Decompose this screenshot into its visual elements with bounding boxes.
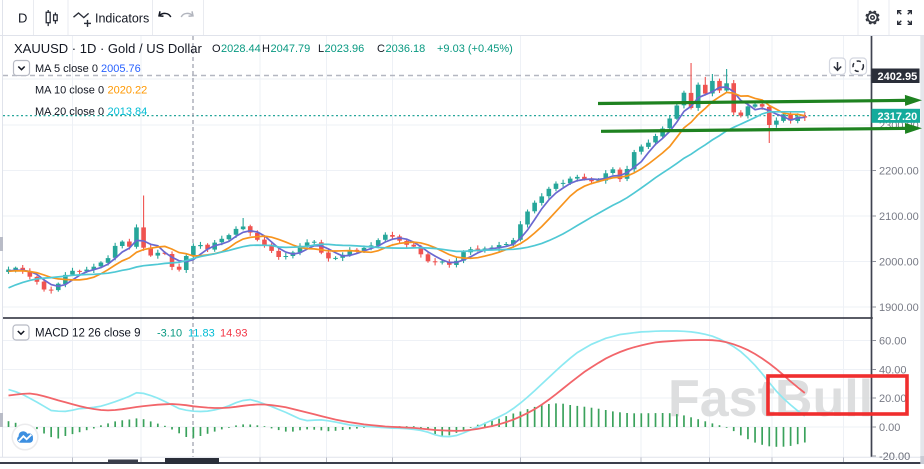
svg-text:-3.10: -3.10	[157, 328, 182, 340]
svg-text:H: H	[262, 43, 270, 55]
svg-text:2000.00: 2000.00	[879, 256, 919, 268]
svg-text:2013.84: 2013.84	[108, 106, 148, 118]
svg-text:FastBull: FastBull	[668, 370, 873, 428]
svg-text:Indicators: Indicators	[95, 12, 149, 26]
svg-text:2402.95: 2402.95	[878, 71, 918, 83]
svg-text:D: D	[18, 11, 27, 26]
svg-text:0.00: 0.00	[879, 422, 900, 434]
svg-text:60.00: 60.00	[879, 335, 907, 347]
svg-text:C: C	[377, 43, 385, 55]
svg-text:MACD 12 26 close 9: MACD 12 26 close 9	[35, 328, 140, 340]
svg-text:1900.00: 1900.00	[879, 302, 919, 314]
svg-text:14.93: 14.93	[220, 328, 248, 340]
svg-text:O: O	[212, 43, 221, 55]
svg-text:2023.96: 2023.96	[325, 43, 365, 55]
svg-text:+9.03 (+0.45%): +9.03 (+0.45%)	[437, 43, 513, 55]
svg-text:2100.00: 2100.00	[879, 211, 919, 223]
svg-text:2005.76: 2005.76	[101, 63, 141, 75]
svg-text:-20.00: -20.00	[879, 451, 910, 463]
svg-text:L: L	[318, 43, 324, 55]
svg-text:2047.79: 2047.79	[271, 43, 311, 55]
svg-text:MA 20 close 0: MA 20 close 0	[35, 106, 104, 118]
svg-text:2317.20: 2317.20	[878, 111, 918, 123]
svg-text:2020.22: 2020.22	[108, 85, 148, 97]
svg-text:2200.00: 2200.00	[879, 165, 919, 177]
svg-text:40.00: 40.00	[879, 364, 907, 376]
svg-text:2028.44: 2028.44	[221, 43, 261, 55]
svg-text:MA 5 close 0: MA 5 close 0	[35, 63, 98, 75]
svg-text:MA 10 close 0: MA 10 close 0	[35, 85, 104, 97]
svg-text:XAUUSD · 1D · Gold / US Dollar: XAUUSD · 1D · Gold / US Dollar	[14, 41, 202, 56]
svg-text:11.83: 11.83	[188, 328, 215, 340]
svg-text:2036.18: 2036.18	[386, 43, 426, 55]
svg-text:20.00: 20.00	[879, 393, 907, 405]
